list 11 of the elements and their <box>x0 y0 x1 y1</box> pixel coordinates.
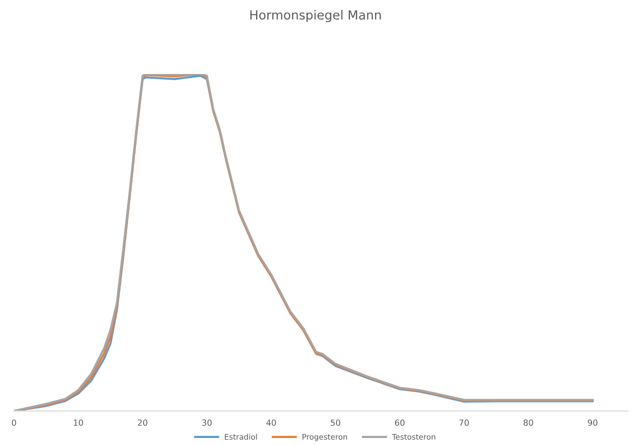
x-tick-label: 40 <box>266 419 276 426</box>
x-tick-label: 80 <box>524 419 534 426</box>
chart-title: Hormonspiegel Mann <box>250 10 381 22</box>
x-tick-label: 70 <box>459 419 469 426</box>
x-tick-label: 20 <box>138 419 148 426</box>
x-tick-label: 0 <box>12 419 16 426</box>
x-tick-label: 10 <box>74 419 84 426</box>
x-tick-label: 60 <box>395 419 405 426</box>
x-tick-label: 30 <box>202 419 212 426</box>
x-tick-label: 90 <box>588 419 598 426</box>
x-tick-label: 50 <box>330 419 340 426</box>
